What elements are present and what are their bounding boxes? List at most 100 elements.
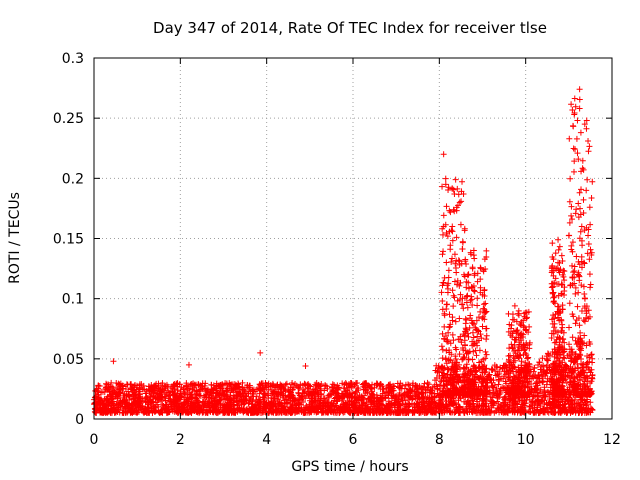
data-point [513, 376, 520, 383]
data-point [439, 355, 446, 362]
grid-lines [94, 58, 612, 419]
data-point [99, 409, 106, 416]
data-point [482, 300, 489, 307]
data-point [522, 309, 529, 316]
data-point [351, 405, 358, 412]
data-point [401, 404, 408, 411]
data-point [561, 268, 568, 275]
data-point [577, 335, 584, 342]
data-point [572, 337, 579, 344]
data-point [284, 406, 291, 413]
data-point [557, 409, 564, 416]
data-point [271, 395, 278, 402]
data-point [455, 257, 462, 264]
data-point [502, 396, 509, 403]
data-point [482, 403, 489, 410]
data-point [396, 408, 403, 415]
data-point [560, 273, 567, 280]
data-point [395, 384, 402, 391]
data-point [509, 402, 516, 409]
data-point [580, 259, 587, 266]
data-point [515, 310, 522, 317]
data-point [485, 372, 492, 379]
data-point [581, 318, 588, 325]
data-point [448, 390, 455, 397]
data-point [242, 388, 249, 395]
data-point [116, 409, 123, 416]
data-point [439, 183, 446, 190]
data-point [469, 356, 476, 363]
data-point [472, 367, 479, 374]
data-point [577, 228, 584, 235]
data-point [142, 398, 149, 405]
data-point [534, 382, 541, 389]
data-point [578, 345, 585, 352]
data-point [514, 346, 521, 353]
data-point [474, 302, 481, 309]
data-point [468, 293, 475, 300]
data-point [536, 359, 543, 366]
data-point [474, 270, 481, 277]
data-point [299, 395, 306, 402]
data-point [568, 101, 575, 108]
data-point [473, 317, 480, 324]
data-point [521, 347, 528, 354]
data-point [234, 404, 241, 411]
data-point [403, 389, 410, 396]
data-point [587, 340, 594, 347]
data-point [583, 117, 590, 124]
data-point [385, 408, 392, 415]
data-point [443, 305, 450, 312]
data-point [308, 401, 315, 408]
data-point [465, 271, 472, 278]
data-point [572, 146, 579, 153]
data-point [480, 398, 487, 405]
data-point [577, 129, 584, 136]
data-point [469, 320, 476, 327]
data-point [371, 403, 378, 410]
data-point [174, 387, 181, 394]
data-point [550, 312, 557, 319]
data-point [503, 380, 510, 387]
data-point [450, 206, 457, 213]
data-point [149, 388, 156, 395]
data-point [197, 392, 204, 399]
data-point [516, 339, 523, 346]
y-tick-label: 0.15 [53, 232, 84, 248]
data-point [473, 352, 480, 359]
data-point [506, 345, 513, 352]
data-point [550, 299, 557, 306]
data-point [542, 393, 549, 400]
data-point [314, 390, 321, 397]
data-point [451, 278, 458, 285]
data-point [442, 175, 449, 182]
data-point [574, 117, 581, 124]
data-point [438, 343, 445, 350]
data-point [576, 322, 583, 329]
data-point [511, 363, 518, 370]
y-tick-label: 0.25 [53, 111, 84, 127]
data-point [549, 283, 556, 290]
data-point [387, 384, 394, 391]
data-point [470, 287, 477, 294]
data-point [581, 303, 588, 310]
data-point [476, 409, 483, 416]
data-point [418, 399, 425, 406]
data-point [421, 400, 428, 407]
data-point [341, 385, 348, 392]
data-point [507, 325, 514, 332]
data-point [442, 181, 449, 188]
data-point [554, 303, 561, 310]
data-point [530, 368, 537, 375]
data-point [461, 341, 468, 348]
data-point [111, 409, 118, 416]
data-point [224, 387, 231, 394]
data-point [201, 401, 208, 408]
data-point [137, 400, 144, 407]
data-point [547, 405, 554, 412]
data-point [262, 404, 269, 411]
data-point [487, 393, 494, 400]
data-point [447, 371, 454, 378]
data-point [309, 406, 316, 413]
data-point [583, 187, 590, 194]
